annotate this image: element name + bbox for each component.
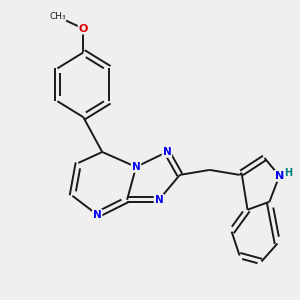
Text: N: N bbox=[163, 147, 171, 157]
Text: H: H bbox=[284, 169, 292, 178]
Text: O: O bbox=[79, 24, 88, 34]
Text: N: N bbox=[93, 210, 102, 220]
Text: CH₃: CH₃ bbox=[49, 12, 66, 21]
Text: N: N bbox=[275, 171, 284, 181]
Text: N: N bbox=[132, 162, 140, 172]
Text: N: N bbox=[154, 195, 163, 205]
